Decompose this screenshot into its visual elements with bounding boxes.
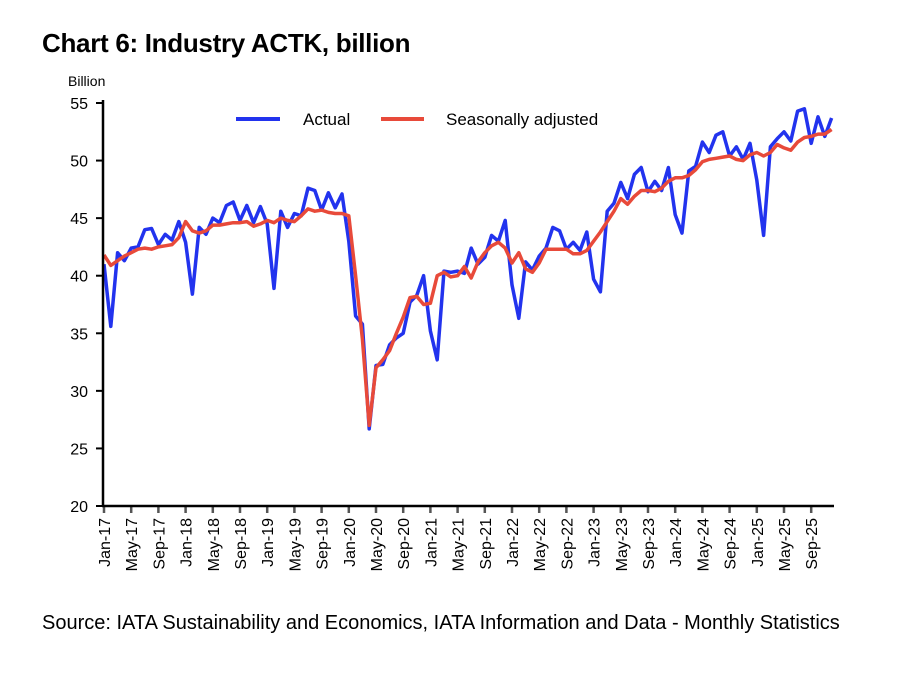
source-note: Source: IATA Sustainability and Economic… — [42, 612, 840, 634]
x-tick-label: Sep-19 — [315, 518, 332, 570]
x-tick-label: May-19 — [287, 518, 304, 571]
y-tick-label: 40 — [70, 269, 88, 286]
x-tick-label: Sep-21 — [478, 518, 495, 570]
x-tick-label: Sep-25 — [804, 518, 821, 570]
x-tick-label: Jan-21 — [423, 518, 440, 567]
x-tick-label: Sep-22 — [559, 518, 576, 570]
y-tick-label: 50 — [70, 154, 88, 171]
line-chart: Billion 20 25 30 35 40 45 50 55 Jan-17 May-17 Sep… — [68, 73, 834, 571]
x-tick-label: May-20 — [369, 518, 386, 571]
plot-area — [102, 107, 834, 431]
x-tick-label: Jan-23 — [587, 518, 604, 567]
chart-title: Chart 6: Industry ACTK, billion — [42, 28, 411, 58]
y-tick-label: 45 — [70, 211, 88, 228]
x-tick-label: May-23 — [614, 518, 631, 571]
x-tick-label: Sep-20 — [396, 518, 413, 570]
x-tick-label: May-18 — [206, 518, 223, 571]
x-tick-label: Sep-17 — [151, 518, 168, 570]
x-tick-label: May-25 — [777, 518, 794, 571]
x-tick-label: Sep-24 — [723, 518, 740, 570]
y-tick-label: 30 — [70, 384, 88, 401]
y-axis: 20 25 30 35 40 45 50 55 — [70, 96, 103, 516]
series-line-seasonally-adjusted — [102, 128, 833, 428]
x-tick-label: May-24 — [695, 518, 712, 571]
x-tick-label: May-22 — [532, 518, 549, 571]
x-tick-label: May-21 — [451, 518, 468, 571]
y-axis-unit-label: Billion — [68, 73, 105, 89]
x-tick-label: Sep-23 — [641, 518, 658, 570]
y-tick-label: 20 — [70, 499, 88, 516]
series-line-actual — [102, 107, 834, 431]
legend: Actual Seasonally adjusted — [236, 110, 598, 129]
x-tick-label: Jan-22 — [505, 518, 522, 567]
x-tick-label: May-17 — [124, 518, 141, 571]
x-tick-label: Jan-24 — [668, 518, 685, 567]
x-tick-label: Jan-20 — [342, 518, 359, 567]
legend-label-actual: Actual — [303, 110, 350, 129]
x-tick-label: Sep-18 — [233, 518, 250, 570]
y-tick-label: 55 — [70, 96, 88, 113]
x-tick-label: Jan-17 — [97, 518, 114, 567]
x-tick-label: Jan-19 — [260, 518, 277, 567]
x-tick-label: Jan-25 — [750, 518, 767, 567]
y-tick-label: 25 — [70, 441, 88, 458]
legend-label-seasonally-adjusted: Seasonally adjusted — [446, 110, 598, 129]
y-tick-label: 35 — [70, 326, 88, 343]
x-tick-label: Jan-18 — [179, 518, 196, 567]
x-axis: Jan-17 May-17 Sep-17 Jan-18 May-18 Sep-18 Jan-… — [97, 506, 821, 571]
